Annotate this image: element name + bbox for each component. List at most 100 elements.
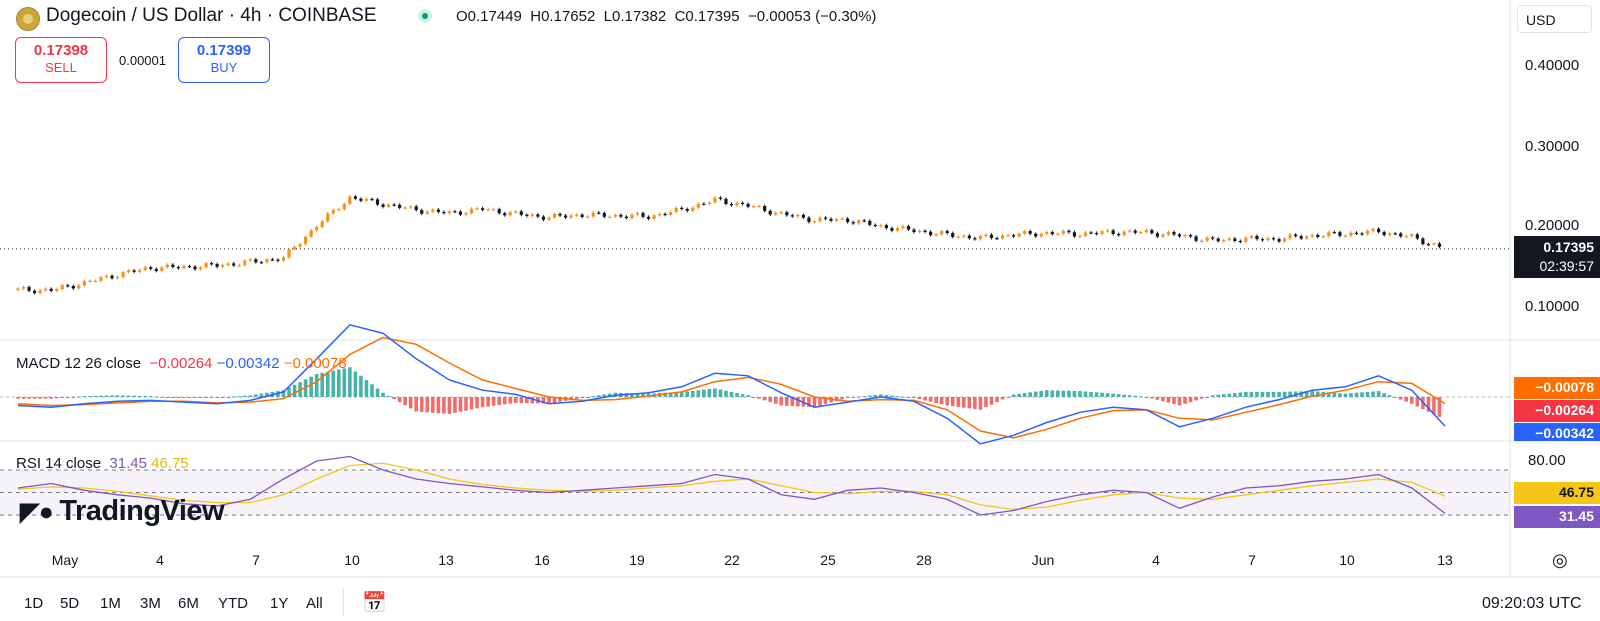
macd-hist-bar <box>353 371 358 397</box>
range-button-1m[interactable]: 1M <box>100 595 121 612</box>
candle <box>525 214 529 216</box>
candle <box>834 218 839 221</box>
macd-hist-bar <box>447 397 452 414</box>
macd-hist-bar <box>834 397 839 401</box>
market-open-icon <box>418 9 432 23</box>
macd-hist-bar <box>1398 397 1403 400</box>
range-button-ytd[interactable]: YTD <box>218 595 248 612</box>
macd-hist-bar <box>1371 391 1375 397</box>
macd-hist-bar <box>668 392 673 397</box>
macd-hist-bar <box>154 396 159 398</box>
macd-hist-bar <box>580 397 584 398</box>
candle <box>1244 237 1248 242</box>
range-button-1d[interactable]: 1D <box>24 595 44 612</box>
macd-hist-bar <box>425 397 430 413</box>
last-price-tag: 0.17395 02:39:57 <box>1514 236 1600 278</box>
candle <box>779 212 783 214</box>
macd-hist-bar <box>934 397 938 403</box>
candle <box>945 231 949 234</box>
range-button-5d[interactable]: 5D <box>60 595 80 612</box>
utc-clock[interactable]: 09:20:03 UTC <box>1482 595 1582 612</box>
candle <box>309 230 313 237</box>
candle <box>757 206 761 208</box>
macd-hist-bar <box>502 397 507 405</box>
sell-button[interactable]: 0.17398 SELL <box>15 37 107 83</box>
macd-legend[interactable]: MACD 12 26 close −0.00264 −0.00342 −0.00… <box>16 355 347 372</box>
macd-hist-bar <box>1172 397 1176 405</box>
candle <box>724 198 728 205</box>
macd-hist-bar <box>956 397 961 407</box>
macd-hist-bar <box>480 397 485 408</box>
candle <box>951 233 955 238</box>
macd-hist-bar <box>414 397 419 412</box>
candle <box>586 216 590 218</box>
candle <box>934 234 938 236</box>
macd-hist-bar <box>812 397 817 408</box>
macd-hist-bar <box>165 397 170 398</box>
sell-label: SELL <box>45 60 77 75</box>
macd-hist-bar <box>1028 392 1032 397</box>
rsi-title: RSI 14 close <box>16 455 102 472</box>
macd-hist-bar <box>486 397 490 407</box>
change-value: −0.00053 (−0.30%) <box>747 8 877 25</box>
currency-select[interactable]: USD <box>1517 5 1592 33</box>
candle <box>1017 233 1021 237</box>
candle <box>1421 238 1425 245</box>
candle <box>1404 236 1408 238</box>
buy-price: 0.17399 <box>196 42 252 59</box>
candle <box>497 209 501 214</box>
candle <box>104 275 109 278</box>
candle <box>88 280 92 283</box>
auto-scale-icon[interactable]: ◎ <box>1552 550 1568 570</box>
calendar-icon[interactable]: 📅 <box>362 592 387 614</box>
candle <box>198 267 203 270</box>
candle <box>1045 232 1049 234</box>
macd-hist-bar <box>104 395 109 397</box>
macd-hist-bar <box>54 397 59 399</box>
macd-hist-bar <box>148 396 153 398</box>
symbol-title[interactable]: Dogecoin / US Dollar · 4h · COINBASE <box>46 5 377 26</box>
time-tick: May <box>51 552 79 568</box>
macd-hist-bar <box>1343 393 1348 397</box>
rsi-value: 31.45 <box>109 455 147 472</box>
macd-hist-bar <box>1387 395 1392 397</box>
macd-hist-bar <box>696 390 701 397</box>
candle <box>807 217 811 223</box>
candle <box>1133 230 1137 233</box>
candle <box>613 214 617 217</box>
candle <box>1100 231 1104 235</box>
candle <box>1006 235 1010 237</box>
macd-hist-bar <box>215 397 219 398</box>
macd-hist-bar <box>513 397 518 403</box>
macd-hist-bar <box>126 395 131 397</box>
macd-hist-bar <box>1249 391 1254 397</box>
range-button-all[interactable]: All <box>306 595 323 612</box>
candle <box>851 222 855 224</box>
candle <box>1332 232 1336 234</box>
price-tick: 0.40000 <box>1525 57 1580 74</box>
macd-hist-bar <box>1310 391 1315 397</box>
candle <box>503 213 507 216</box>
range-button-1y[interactable]: 1Y <box>270 595 289 612</box>
candle <box>60 285 64 290</box>
macd-hist-bar <box>906 397 911 398</box>
candle <box>1393 233 1397 235</box>
candle <box>1266 238 1270 241</box>
macd-hist-bar <box>807 397 811 407</box>
candle <box>364 198 369 201</box>
range-button-3m[interactable]: 3M <box>140 595 161 612</box>
candle <box>425 211 429 214</box>
macd-hist-bar <box>231 396 236 398</box>
macd-hist-bar <box>1299 391 1303 397</box>
candle <box>862 220 866 222</box>
macd-hist-bar <box>43 397 48 399</box>
buy-button[interactable]: 0.17399 BUY <box>178 37 270 83</box>
range-button-6m[interactable]: 6M <box>178 595 199 612</box>
candle <box>436 209 440 212</box>
candle <box>1283 238 1287 242</box>
macd-hist-bar <box>663 392 667 397</box>
time-tick: 13 <box>438 552 454 568</box>
rsi-legend[interactable]: RSI 14 close 31.45 46.75 <box>16 455 189 472</box>
macd-hist-bar <box>1194 397 1198 401</box>
